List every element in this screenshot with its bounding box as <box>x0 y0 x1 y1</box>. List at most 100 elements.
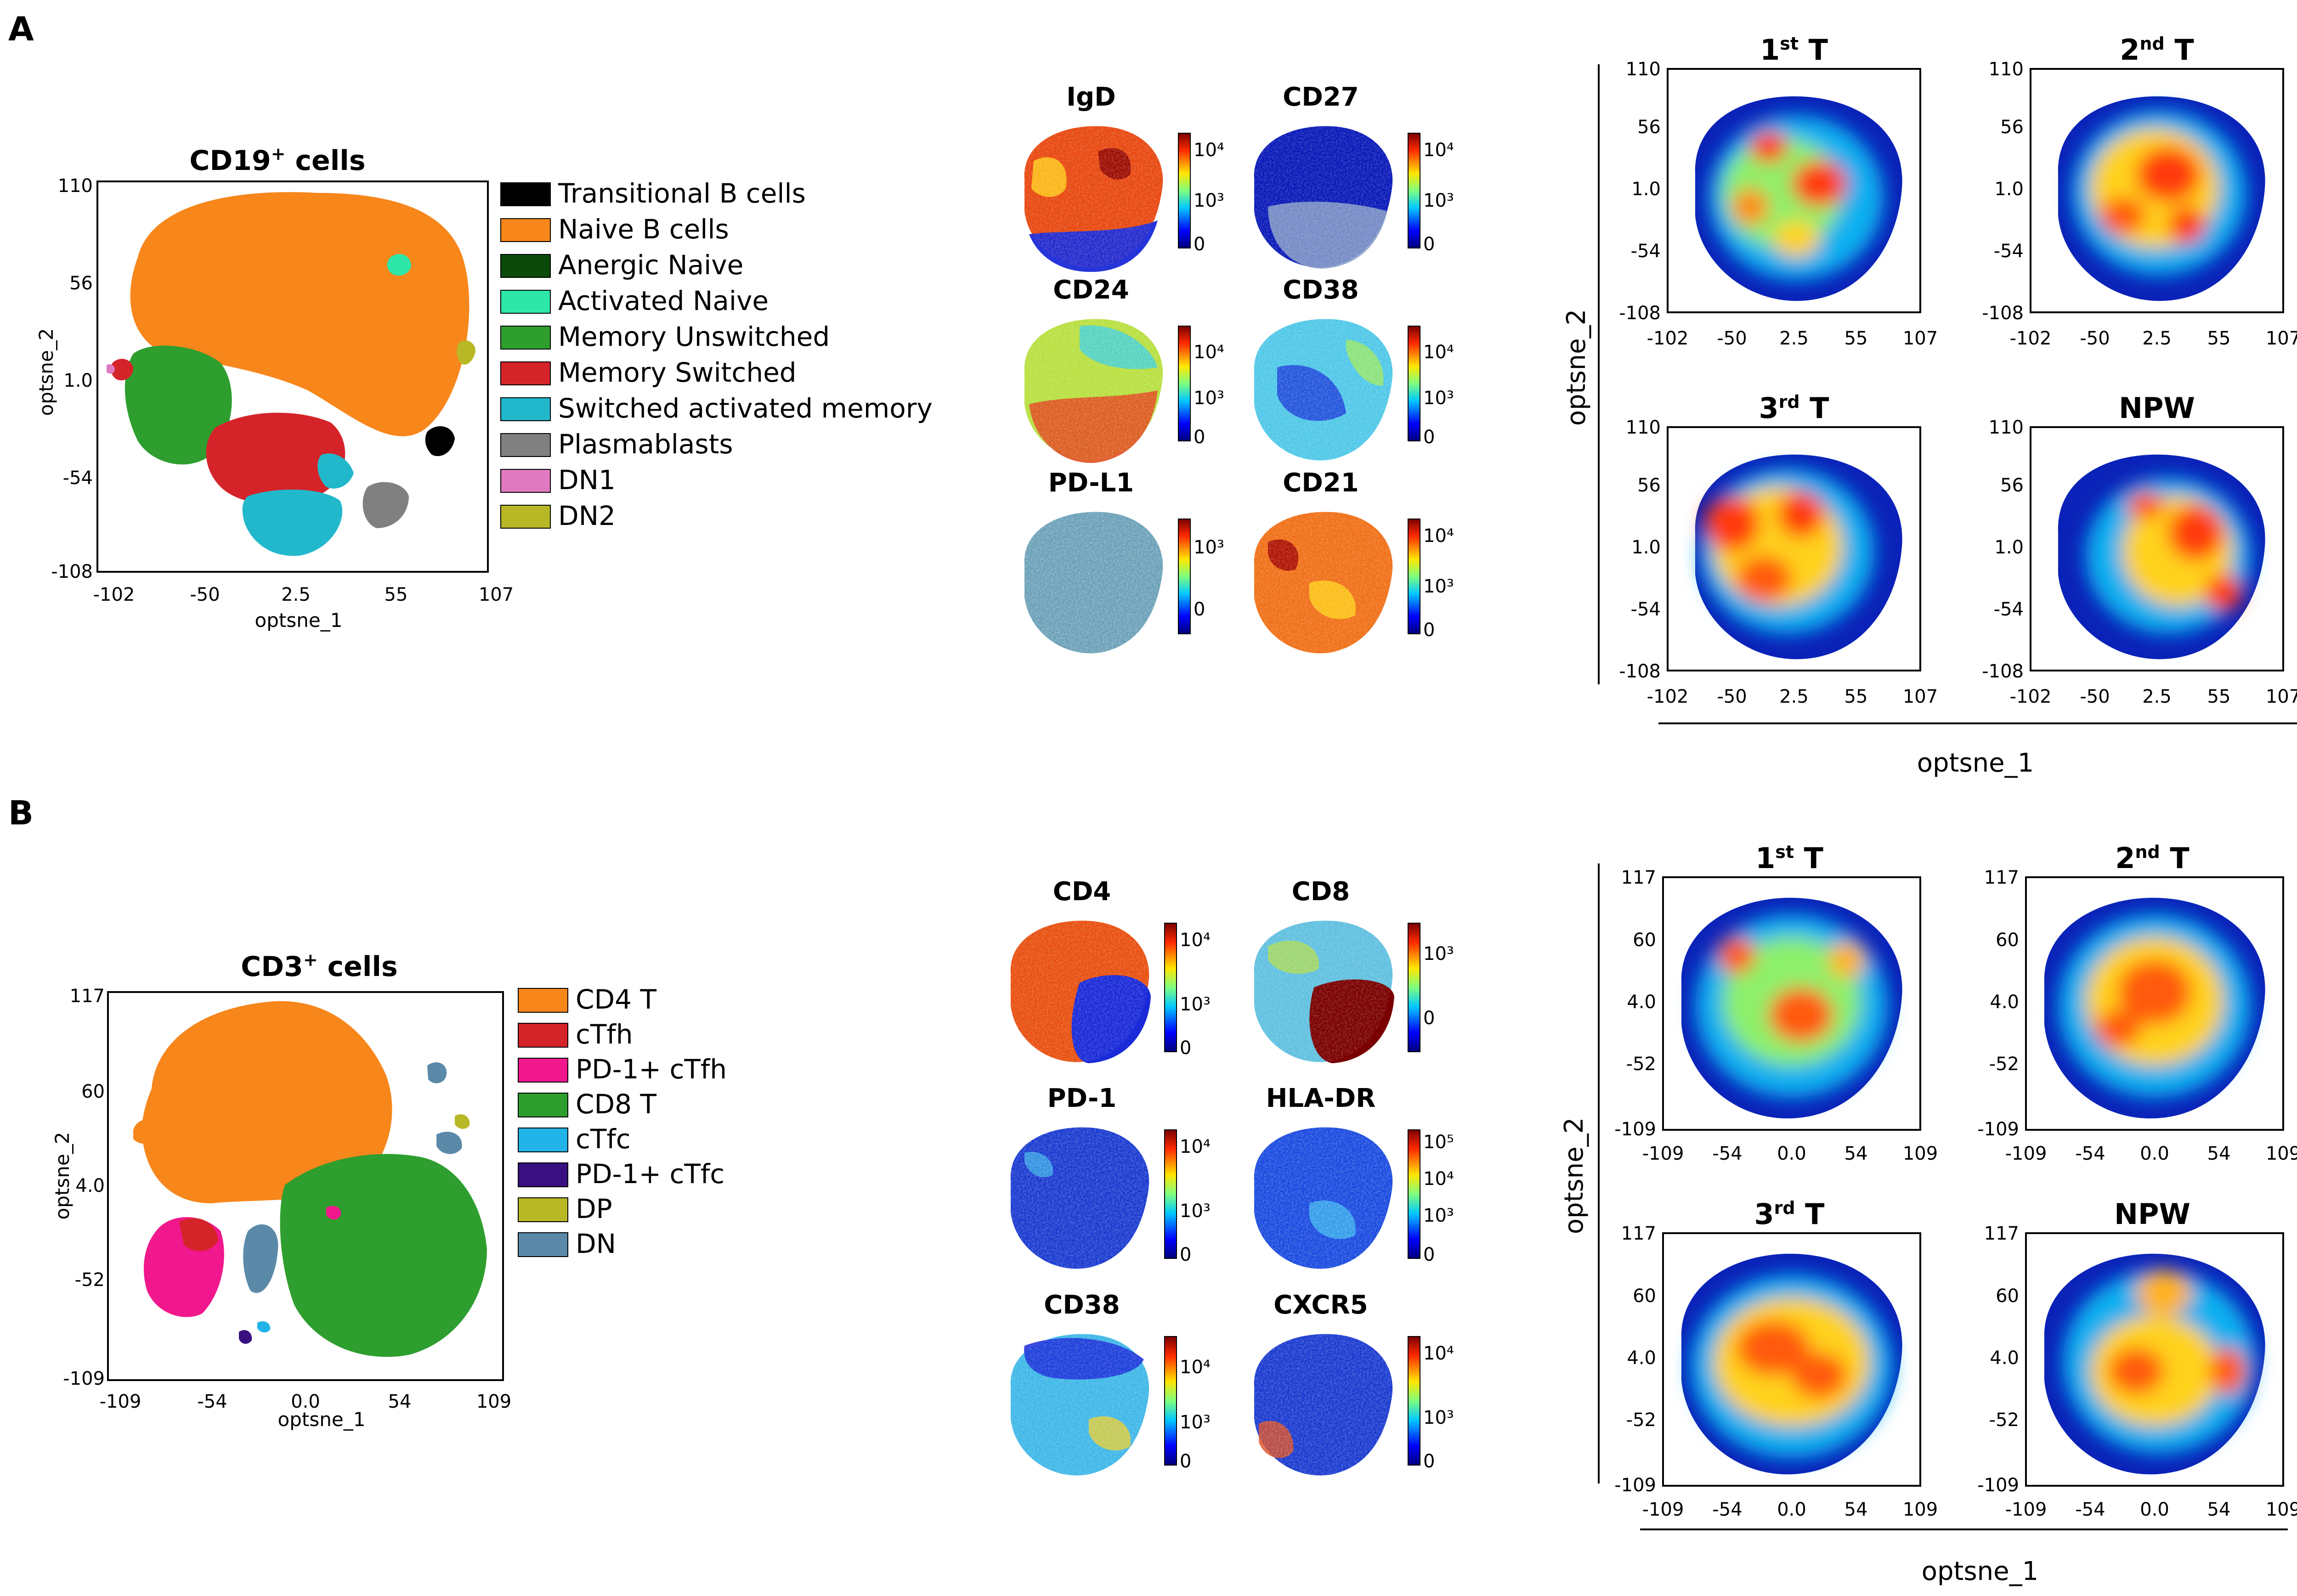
svg-text:54: 54 <box>2207 1143 2231 1164</box>
svg-text:1st T: 1st T <box>1755 841 1823 875</box>
ytick: -54 <box>63 468 93 489</box>
marker-plot: CD21 10⁴ 10³ 0 <box>1254 468 1454 654</box>
svg-text:0: 0 <box>1180 1038 1191 1059</box>
svg-text:PD-1: PD-1 <box>1047 1083 1117 1113</box>
svg-text:-54: -54 <box>2075 1499 2105 1520</box>
ytick: -108 <box>51 561 93 582</box>
svg-text:-108: -108 <box>1619 303 1661 324</box>
svg-text:0.0: 0.0 <box>1777 1143 1806 1164</box>
svg-text:CD21: CD21 <box>1283 468 1359 498</box>
legend-item: PD-1+ cTfc <box>518 1158 724 1190</box>
svg-text:55: 55 <box>2207 328 2231 349</box>
svg-text:DN1: DN1 <box>558 464 616 496</box>
cluster-dn2 <box>457 340 475 365</box>
svg-text:109: 109 <box>1903 1499 1938 1520</box>
svg-text:cTfh: cTfh <box>576 1019 633 1050</box>
svg-text:10⁴: 10⁴ <box>1423 1168 1454 1190</box>
svg-text:-50: -50 <box>1717 328 1747 349</box>
svg-text:-109: -109 <box>1977 1119 2019 1140</box>
svg-text:56: 56 <box>1637 475 1661 496</box>
svg-text:IgD: IgD <box>1066 82 1115 112</box>
density-plot: 3rd T 110 56 1.0 -54 -108 -102 -50 2.5 <box>1619 391 1938 707</box>
svg-text:0: 0 <box>1194 427 1205 448</box>
svg-text:-109: -109 <box>1642 1499 1684 1520</box>
panel-a: A CD19+ cells 110 56 1.0 <box>8 10 2297 778</box>
marker-plot: CD38 10⁴ 10³ 0 <box>1010 1290 1211 1476</box>
svg-text:-54: -54 <box>1712 1499 1742 1520</box>
overview-plot-a: CD19+ cells 110 56 1.0 -54 -108 <box>35 144 514 632</box>
marker-plot: CD27 10⁴ 10³ 0 <box>1254 82 1454 269</box>
svg-text:-102: -102 <box>2010 328 2052 349</box>
svg-text:1st T: 1st T <box>1760 33 1828 67</box>
overview-clusters-a <box>107 192 475 556</box>
legend-item: CD8 T <box>518 1088 656 1120</box>
svg-text:10⁴: 10⁴ <box>1423 342 1454 363</box>
svg-text:0: 0 <box>1423 1244 1435 1265</box>
legend-item: DN1 <box>500 464 616 496</box>
svg-text:CD4: CD4 <box>1053 877 1111 907</box>
svg-text:0.0: 0.0 <box>1777 1499 1806 1520</box>
svg-text:56: 56 <box>2000 117 2024 138</box>
svg-text:0.0: 0.0 <box>2140 1143 2169 1164</box>
svg-text:107: 107 <box>1903 686 1938 707</box>
svg-text:60: 60 <box>1996 930 2019 951</box>
svg-text:117: 117 <box>1984 1223 2019 1244</box>
xtick: -102 <box>93 584 135 605</box>
svg-text:117: 117 <box>1984 867 2019 888</box>
svg-text:Memory Switched: Memory Switched <box>558 357 797 388</box>
overview-xlabel-a: optsne_1 <box>255 609 343 632</box>
svg-text:4.0: 4.0 <box>1990 992 2019 1013</box>
cluster-dn1 <box>107 364 115 374</box>
svg-text:109: 109 <box>2266 1143 2297 1164</box>
legend-item: Transitional B cells <box>500 178 806 209</box>
svg-text:-52: -52 <box>1626 1054 1656 1075</box>
svg-text:-109: -109 <box>100 1391 141 1412</box>
density-a: optsne_2 optsne_1 1st T 110 56 1.0 -54 <box>1562 33 2297 778</box>
svg-text:Naive B cells: Naive B cells <box>558 214 729 245</box>
svg-text:DN: DN <box>576 1228 616 1259</box>
svg-text:107: 107 <box>2266 686 2297 707</box>
panel-label-b: B <box>8 794 34 832</box>
svg-text:4.0: 4.0 <box>1627 1348 1656 1369</box>
svg-text:1.0: 1.0 <box>1631 537 1661 558</box>
svg-text:HLA-DR: HLA-DR <box>1266 1083 1376 1113</box>
svg-text:56: 56 <box>2000 475 2024 496</box>
svg-text:cTfc: cTfc <box>576 1123 631 1155</box>
marker-plot: CD38 10⁴ 10³ 0 <box>1254 275 1454 461</box>
density-plot: 1st T 117 60 4.0 -52 -109 -109 -54 0.0 <box>1614 841 1938 1164</box>
svg-text:-54: -54 <box>1631 599 1661 620</box>
svg-text:-109: -109 <box>63 1368 105 1389</box>
overview-plot-b: CD3+ cells 117 60 4.0 -52 <box>51 950 511 1431</box>
svg-text:2.5: 2.5 <box>1779 686 1809 707</box>
density-plot: NPW 110 56 1.0 -54 -108 -102 -50 2.5 <box>1982 391 2297 707</box>
svg-text:-54: -54 <box>2075 1143 2105 1164</box>
svg-text:-52: -52 <box>1626 1410 1656 1431</box>
legend-item: Switched activated memory <box>500 393 933 424</box>
density-xlabel-b: optsne_1 <box>1922 1557 2039 1586</box>
overview-clusters-b <box>133 1001 487 1357</box>
svg-text:-109: -109 <box>2005 1143 2047 1164</box>
svg-text:10⁵: 10⁵ <box>1423 1132 1454 1153</box>
svg-text:PD-1+ cTfh: PD-1+ cTfh <box>576 1054 727 1085</box>
svg-text:CD4 T: CD4 T <box>576 984 656 1015</box>
svg-text:110: 110 <box>1626 59 1661 80</box>
svg-text:55: 55 <box>1844 328 1868 349</box>
svg-text:-52: -52 <box>75 1269 105 1291</box>
svg-text:Transitional B cells: Transitional B cells <box>558 178 806 209</box>
svg-text:-109: -109 <box>1614 1119 1656 1140</box>
cluster-memory-switched <box>206 412 345 504</box>
legend-item: DN2 <box>500 500 616 531</box>
svg-text:10⁴: 10⁴ <box>1423 525 1454 547</box>
svg-text:2.5: 2.5 <box>1779 328 1809 349</box>
svg-text:10³: 10³ <box>1423 388 1454 409</box>
svg-text:-109: -109 <box>1977 1475 2019 1496</box>
svg-text:10³: 10³ <box>1194 190 1224 211</box>
svg-text:109: 109 <box>1903 1143 1938 1164</box>
density-plot: 3rd T 117 60 4.0 -52 -109 -109 -54 0.0 5… <box>1614 1197 1938 1520</box>
xtick: -50 <box>190 584 220 605</box>
svg-text:Memory Unswitched: Memory Unswitched <box>558 321 830 352</box>
svg-text:10³: 10³ <box>1180 1201 1211 1222</box>
svg-text:-109: -109 <box>1614 1475 1656 1496</box>
overview-title-b: CD3+ cells <box>241 950 397 983</box>
